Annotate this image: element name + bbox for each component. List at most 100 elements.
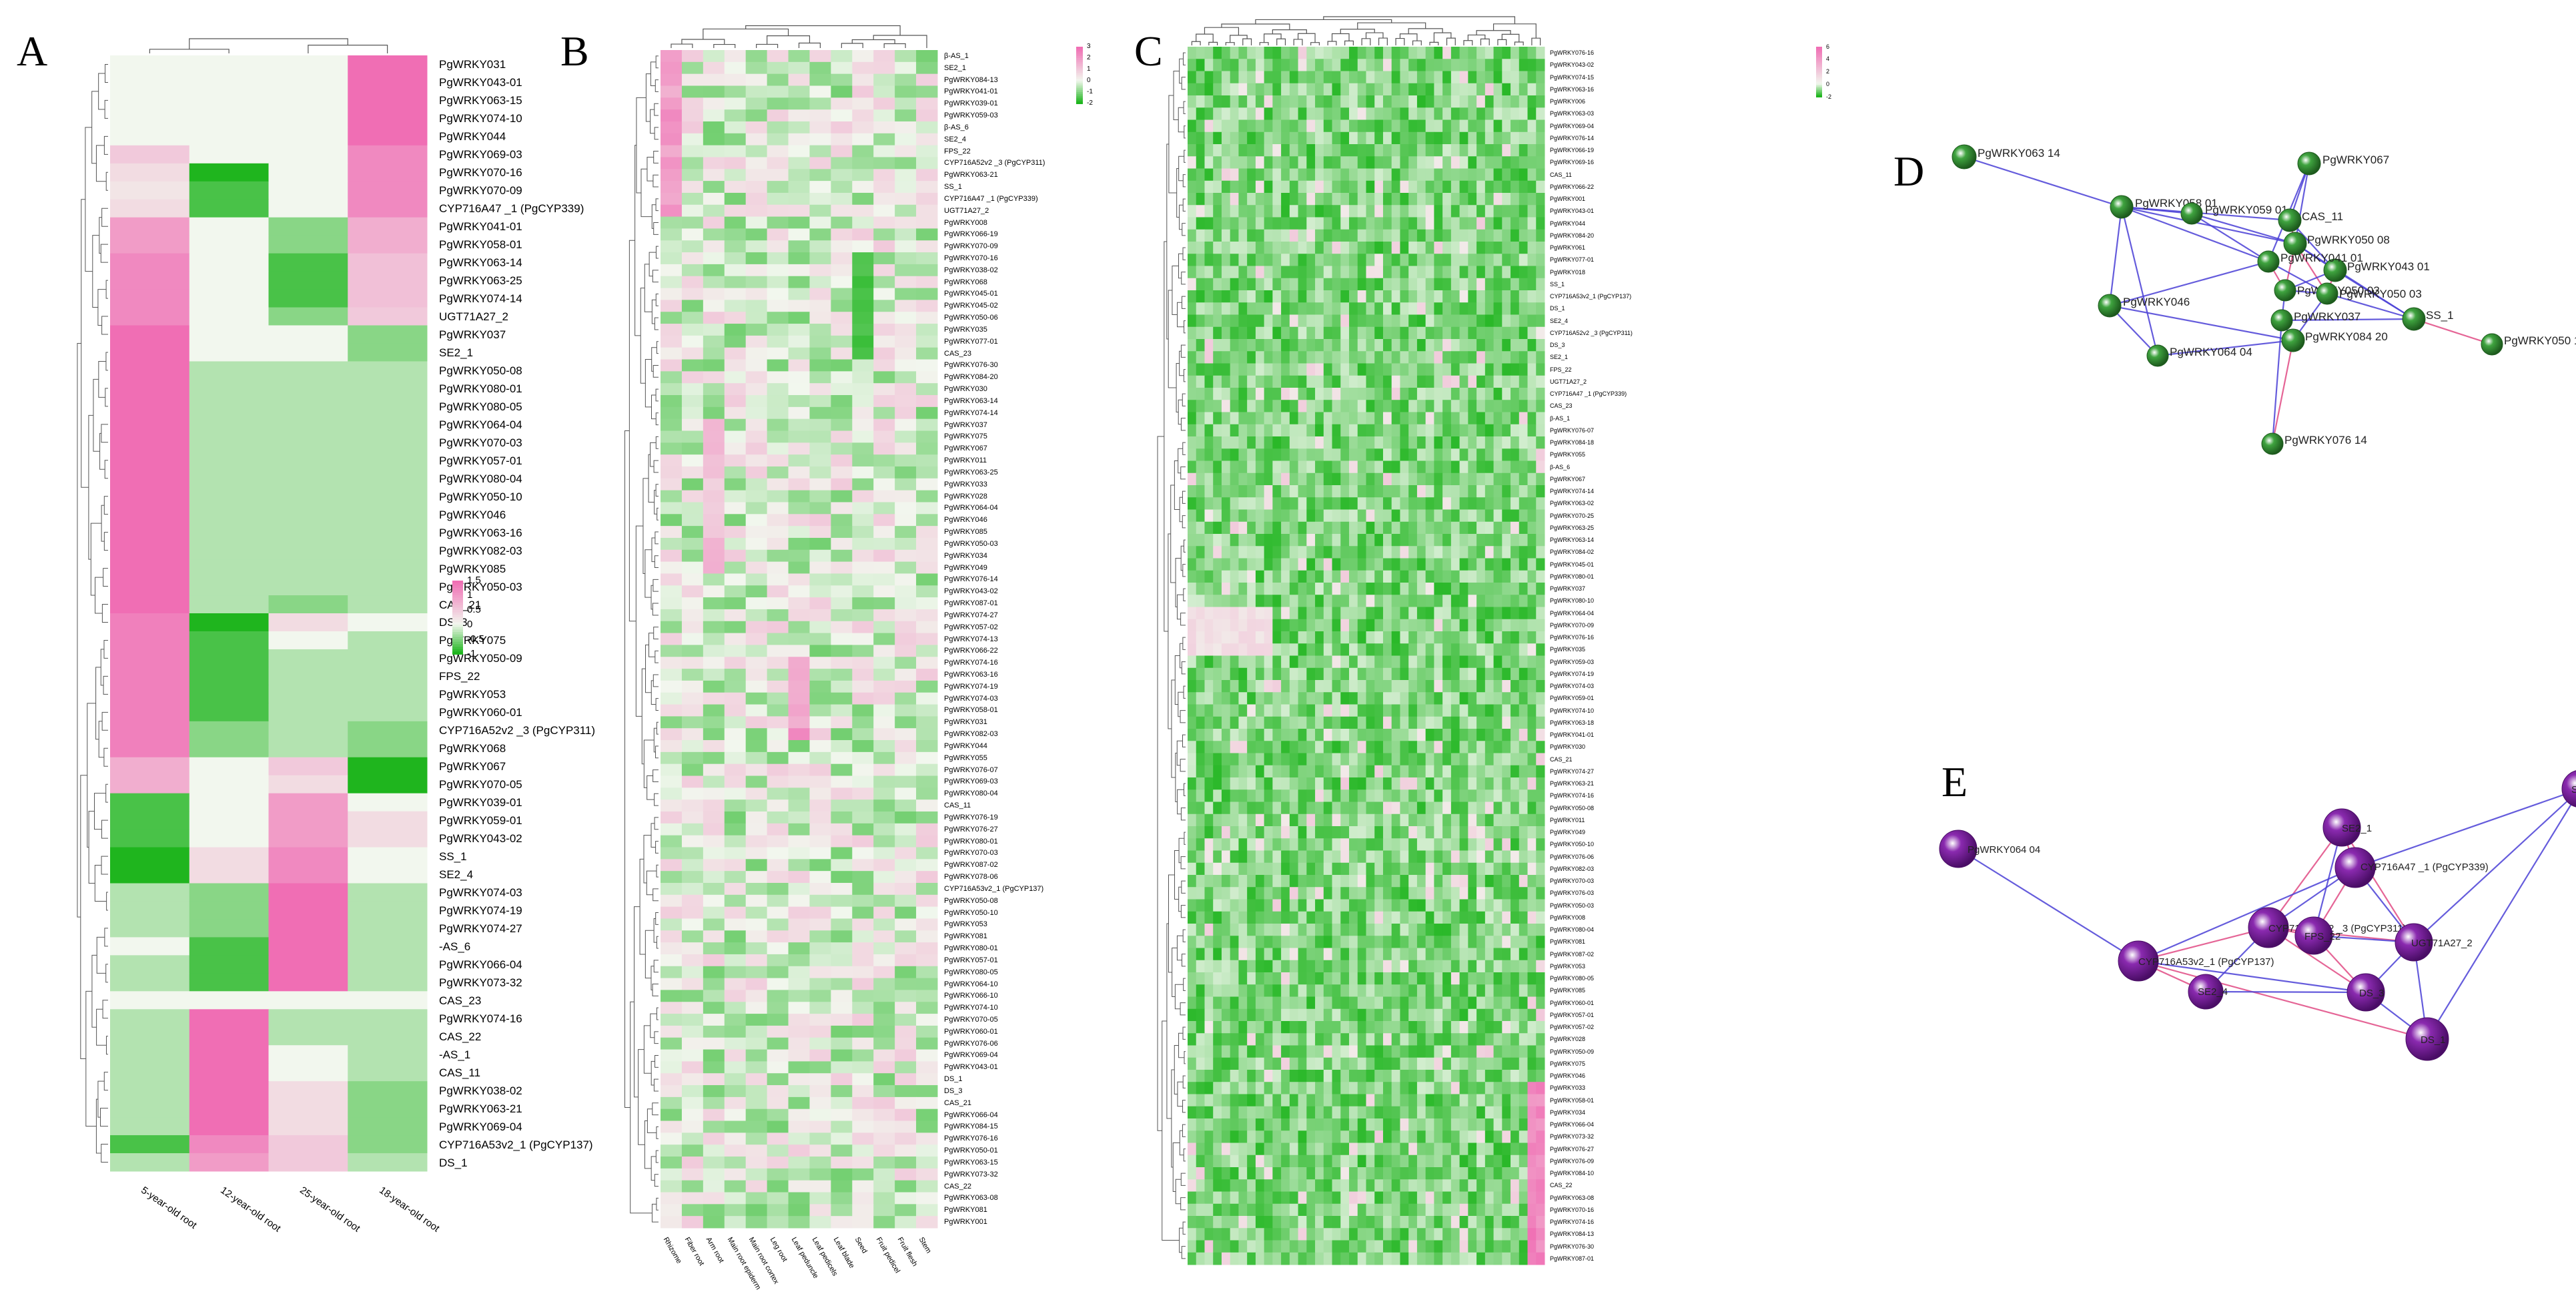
heatmap-cell [1230, 363, 1239, 376]
heatmap-cell [1332, 826, 1341, 839]
heatmap-cell [1188, 521, 1197, 535]
heatmap-cell [1391, 156, 1400, 169]
heatmap-cell [724, 73, 747, 86]
heatmap-cell [724, 371, 747, 384]
heatmap-cell [745, 775, 768, 788]
heatmap-cell [1247, 497, 1256, 510]
heatmap-cell [831, 1144, 853, 1157]
heatmap-cell [1459, 521, 1468, 535]
heatmap-cell [1238, 71, 1248, 84]
heatmap-cell [916, 692, 938, 705]
heatmap-cell [1382, 217, 1392, 230]
heatmap-cell [1468, 83, 1477, 96]
heatmap-cell [831, 633, 853, 645]
heatmap-cell [724, 549, 747, 563]
heatmap-cell [873, 252, 895, 265]
heatmap-cell [1425, 546, 1434, 559]
heatmap-cell [1400, 326, 1409, 340]
heatmap-cell [724, 859, 747, 872]
heatmap-cell [1323, 521, 1333, 535]
heatmap-cell [1374, 193, 1384, 206]
heatmap-cell [852, 894, 874, 908]
heatmap-cell [1315, 729, 1324, 741]
heatmap-cell [1502, 217, 1511, 230]
heatmap-cell [788, 1204, 810, 1217]
heatmap-cell [1416, 424, 1426, 437]
heatmap-cell [1238, 131, 1248, 145]
heatmap-cell [1434, 595, 1443, 607]
heatmap-cell [1442, 875, 1452, 888]
heatmap-cell [1511, 180, 1520, 194]
heatmap-cell [1204, 558, 1214, 571]
heatmap-cell [1434, 777, 1443, 790]
dendrogram-branch [756, 43, 779, 48]
heatmap-cell [1230, 131, 1239, 145]
heatmap-cell [1442, 472, 1452, 486]
heatmap-cell [1408, 619, 1418, 632]
heatmap-cell [1230, 168, 1239, 182]
dendrogram-branch [657, 507, 659, 521]
heatmap-cell [1408, 534, 1418, 547]
heatmap-cell [1400, 619, 1409, 632]
heatmap-cell [1416, 558, 1426, 571]
heatmap-cell [1459, 193, 1468, 206]
heatmap-cell [1281, 436, 1290, 449]
heatmap-cell [1221, 278, 1231, 291]
heatmap-cell [1416, 71, 1426, 84]
heatmap-cell [916, 383, 938, 396]
heatmap-cell [1298, 558, 1307, 571]
heatmap-cell [189, 73, 269, 92]
heatmap-cell [1400, 813, 1409, 827]
heatmap-cell [268, 1099, 348, 1118]
heatmap-cell [1502, 619, 1511, 632]
heatmap-cell [1272, 144, 1282, 157]
heatmap-cell [788, 669, 810, 681]
dendrogram-branch [1177, 1081, 1184, 1107]
heatmap-cell [1434, 119, 1443, 133]
heatmap-cell [1332, 777, 1341, 790]
heatmap-cell [831, 645, 853, 657]
heatmap-cell [1213, 168, 1222, 182]
heatmap-cell [724, 61, 747, 75]
heatmap-cell [1476, 363, 1486, 376]
heatmap-cell [1511, 156, 1520, 169]
heatmap-cell [1476, 813, 1486, 827]
heatmap-cell [1468, 667, 1477, 681]
heatmap-cell [1468, 509, 1477, 523]
heatmap-cell [831, 61, 853, 75]
heatmap-cell [831, 121, 853, 134]
heatmap-cell [110, 505, 190, 524]
heatmap-cell [1511, 680, 1520, 693]
heatmap-cell [348, 811, 428, 830]
heatmap-cell [661, 502, 683, 515]
heatmap-cell [916, 406, 938, 420]
heatmap-cell [1306, 801, 1316, 815]
heatmap-cell [1425, 254, 1434, 266]
heatmap-cell [703, 859, 725, 872]
heatmap-cell [1221, 801, 1231, 815]
heatmap-cell [1340, 619, 1350, 632]
heatmap-cell [1408, 83, 1418, 96]
heatmap-cell [1323, 168, 1333, 182]
heatmap-cell [767, 930, 789, 943]
heatmap-cell [809, 61, 831, 75]
legend-swatch [1076, 56, 1083, 59]
heatmap-cell [873, 264, 895, 277]
heatmap-cell [1230, 351, 1239, 364]
heatmap-cell [1434, 801, 1443, 815]
heatmap-cell [1416, 716, 1426, 729]
heatmap-cell [1349, 266, 1358, 279]
heatmap-cell [852, 1061, 874, 1074]
heatmap-cell [1332, 667, 1341, 681]
row-label: PgWRKY063-16 [439, 526, 522, 539]
heatmap-cell [1434, 254, 1443, 266]
heatmap-cell [1221, 753, 1231, 766]
heatmap-cell [788, 347, 810, 360]
heatmap-cell [661, 787, 683, 800]
heatmap-cell [1238, 107, 1248, 120]
heatmap-cell [1511, 583, 1520, 595]
heatmap-cell [1264, 497, 1273, 510]
heatmap-cell [189, 55, 269, 74]
heatmap-cell [1519, 813, 1529, 827]
heatmap-cell [1298, 424, 1307, 437]
